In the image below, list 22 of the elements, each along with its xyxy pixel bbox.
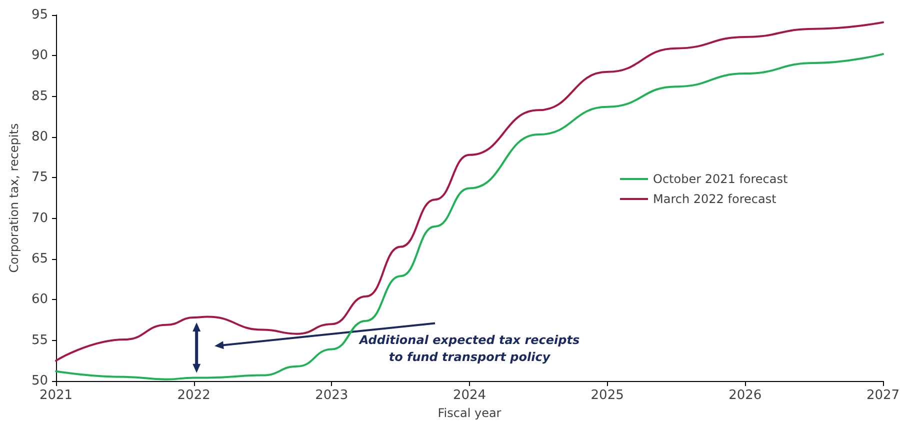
y-axis-title: Corporation tax, recepits <box>7 123 21 273</box>
y-tick-label: 70 <box>31 210 48 226</box>
x-tick-label: 2026 <box>728 388 762 403</box>
x-tick-label: 2021 <box>39 388 73 403</box>
legend-label: March 2022 forecast <box>653 192 777 206</box>
y-tick-label: 95 <box>31 8 48 22</box>
y-tick-label: 85 <box>31 88 48 104</box>
x-tick-label: 2027 <box>866 388 900 403</box>
y-tick-label: 90 <box>31 48 48 64</box>
x-tick-label: 2023 <box>315 388 348 403</box>
y-tick-label: 55 <box>31 332 48 348</box>
x-axis-title: Fiscal year <box>438 406 502 420</box>
y-tick-label: 65 <box>31 252 48 266</box>
y-tick-label: 60 <box>31 292 48 308</box>
x-tick-label: 2022 <box>177 388 210 403</box>
x-tick-label: 2024 <box>452 388 486 403</box>
y-tick-label: 80 <box>31 130 48 144</box>
y-tick-label: 50 <box>31 374 48 388</box>
y-tick-label: 75 <box>31 170 48 186</box>
x-tick-label: 2025 <box>590 388 624 403</box>
legend-label: October 2021 forecast <box>653 172 788 186</box>
annotation: Additional expected tax receipts to fund transport policy <box>358 332 580 364</box>
